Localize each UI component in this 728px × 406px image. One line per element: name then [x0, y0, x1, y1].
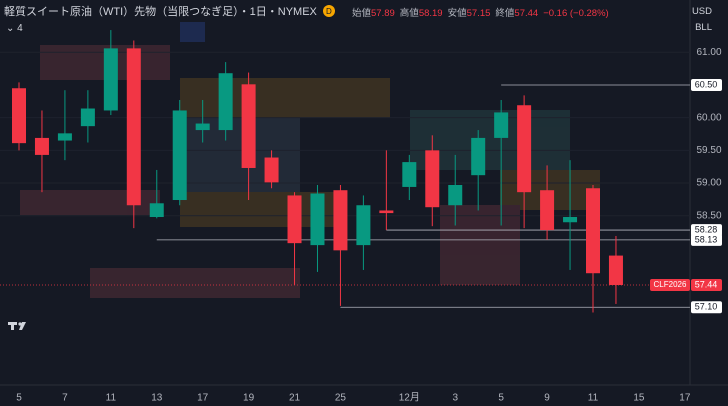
candle-body: [12, 88, 26, 144]
candle-body: [218, 73, 233, 131]
x-tick-label: 5: [16, 393, 22, 404]
price-label-box: [691, 233, 722, 246]
candle-body: [563, 217, 578, 223]
price-label: 58.28: [695, 224, 718, 234]
x-tick-label: 5: [498, 393, 504, 404]
candle-body: [448, 184, 463, 206]
ohlc-label: 高値: [399, 8, 419, 19]
ohlc-value: 57.44: [514, 8, 539, 19]
ohlc-label: 安値: [447, 8, 467, 19]
candle-body: [356, 205, 371, 246]
y-tick-label: 60.00: [696, 112, 721, 123]
price-label: 57.10: [695, 302, 718, 312]
candle-body: [34, 137, 49, 155]
x-tick-label: 11: [106, 393, 117, 404]
y-tick-label: 59.00: [696, 178, 721, 189]
candle-body: [57, 133, 72, 141]
price-label-box: [691, 78, 722, 91]
candle-body: [287, 195, 302, 244]
candle-body: [241, 84, 256, 168]
tv-logo: [8, 322, 26, 330]
x-tick-label: 17: [679, 393, 691, 404]
candle-body: [172, 110, 187, 201]
symbol-title: 軽質スイート原油（WTI）先物（当限つなぎ足）・1日・NYMEX: [4, 6, 317, 18]
y-tick-label: 61.00: [696, 47, 721, 58]
candle-body: [586, 188, 600, 274]
ohlc-value: 57.89: [371, 8, 395, 19]
x-tick-label: 19: [243, 393, 255, 404]
last-price-label: 57.44: [695, 279, 718, 289]
ohlc-value: 57.15: [466, 8, 491, 19]
unit[interactable]: BLL: [695, 22, 712, 33]
x-tick-label: 3: [452, 393, 458, 404]
currency[interactable]: USD: [691, 6, 712, 17]
candle-body: [425, 150, 440, 208]
ohlc-label: 終値: [495, 8, 515, 19]
candle-body: [149, 203, 164, 218]
candle-body: [517, 105, 532, 193]
ohlc-value: 58.19: [418, 8, 443, 19]
x-tick-label: 17: [197, 393, 209, 404]
candle-body: [310, 193, 325, 246]
x-tick-label: 15: [633, 393, 645, 404]
candle-body: [126, 48, 141, 206]
last-price-box: [691, 278, 722, 291]
candle-body: [80, 108, 95, 127]
candle-body: [494, 112, 509, 138]
x-tick-label: 7: [62, 393, 68, 404]
price-label-box: [691, 224, 722, 237]
price-label: 58.13: [695, 234, 718, 244]
candle-body: [195, 123, 210, 131]
candle-body: [540, 190, 555, 231]
header: 軽質スイート原油（WTI）先物（当限つなぎ足）・1日・NYMEX D: [4, 3, 335, 19]
price-label-box: [691, 301, 722, 314]
indicator-count: 4: [17, 23, 23, 34]
x-tick-label: 21: [289, 393, 301, 404]
y-tick-label: 58.50: [696, 210, 721, 221]
candle-body: [264, 157, 279, 183]
candle-body: [402, 162, 417, 187]
change: −0.16 (−0.28%): [543, 8, 609, 19]
ohlc-label: 始値: [352, 8, 372, 19]
candle-body: [379, 210, 394, 214]
badge[interactable]: D: [322, 5, 335, 17]
candle-body: [333, 190, 348, 251]
price-label: 60.50: [695, 79, 718, 89]
indicators-toggle[interactable]: ⌄ 4: [6, 23, 23, 34]
x-tick-label: 25: [335, 393, 347, 404]
x-tick-label: 12月: [399, 392, 420, 404]
candle-body: [608, 255, 623, 285]
candle-body: [103, 48, 118, 111]
candle-body: [471, 137, 486, 176]
x-tick-label: 11: [588, 393, 599, 404]
ohlc-legend: 始値57.89 高値58.19 安値57.15 終値57.44 −0.16 (−0.28…: [352, 5, 614, 19]
y-tick-label: 59.50: [696, 145, 721, 156]
symbol-label: CLF2026: [654, 280, 687, 289]
x-tick-label: 13: [151, 393, 163, 404]
x-tick-label: 9: [544, 393, 550, 404]
symbol-box: [650, 278, 690, 291]
